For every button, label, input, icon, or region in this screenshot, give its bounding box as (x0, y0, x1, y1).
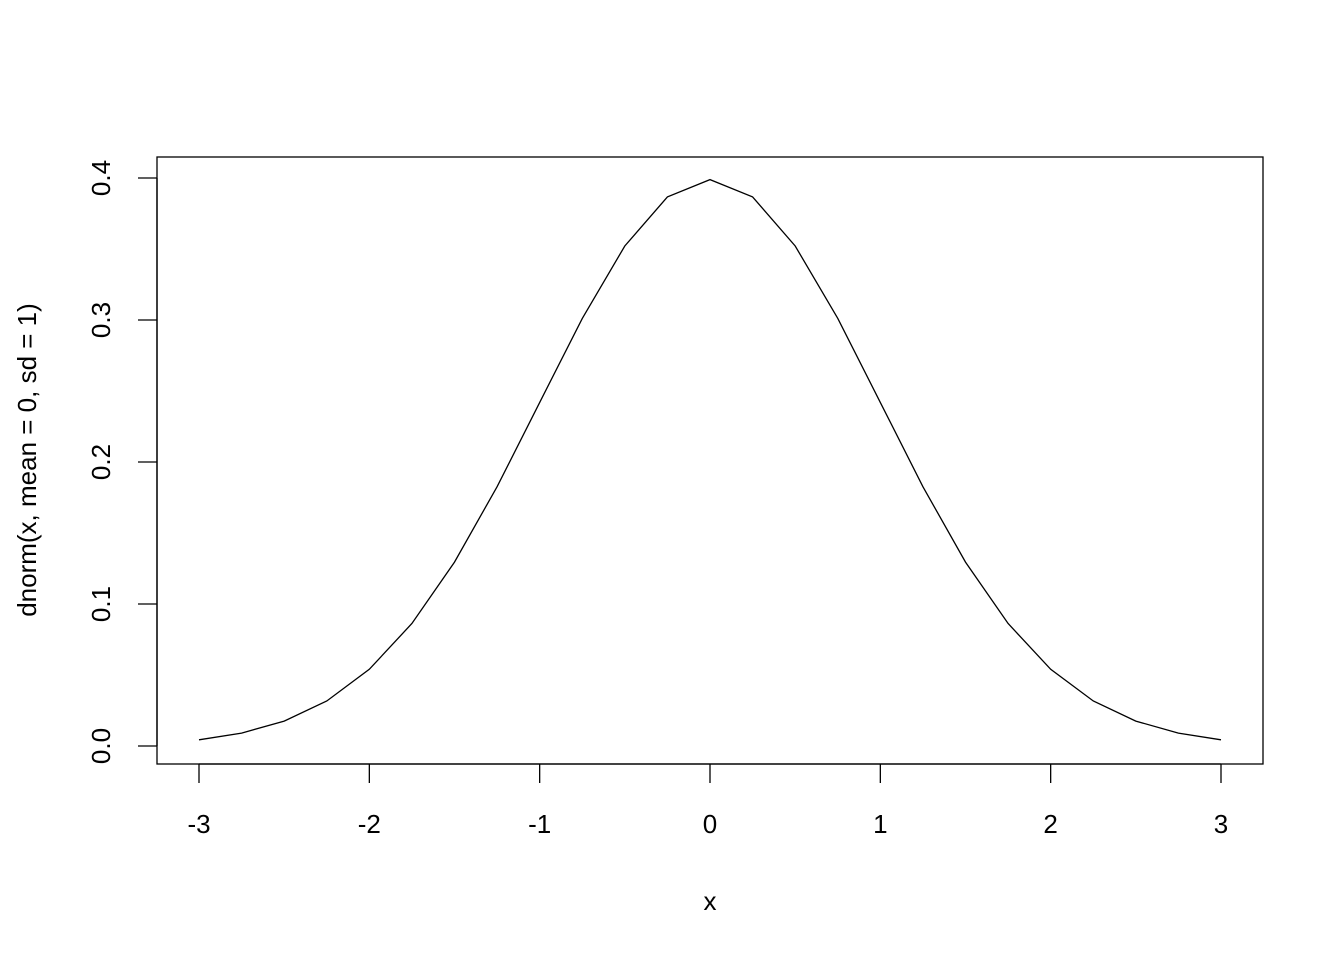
x-tick-label: -2 (358, 809, 381, 839)
y-tick-label: 0.2 (86, 444, 116, 480)
x-tick-label: 0 (703, 809, 717, 839)
plot-frame (156, 156, 1264, 765)
x-tick-label: -3 (187, 809, 210, 839)
x-tick-label: 1 (873, 809, 887, 839)
y-tick-label: 0.4 (86, 160, 116, 196)
x-axis: -3 -2 -1 0 1 2 3 (187, 763, 1228, 839)
y-axis: 0.0 0.1 0.2 0.3 0.4 (86, 160, 158, 764)
density-curve (198, 178, 1222, 741)
y-tick-label: 0.3 (86, 302, 116, 338)
y-tick-label: 0.0 (86, 728, 116, 764)
x-tick-label: -1 (528, 809, 551, 839)
x-axis-label: x (704, 886, 717, 916)
x-tick-label: 2 (1043, 809, 1057, 839)
x-tick-label: 3 (1214, 809, 1228, 839)
y-tick-label: 0.1 (86, 586, 116, 622)
y-axis-label: dnorm(x, mean = 0, sd = 1) (12, 303, 42, 617)
